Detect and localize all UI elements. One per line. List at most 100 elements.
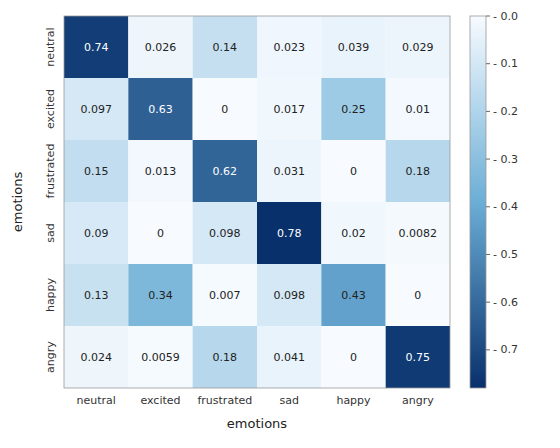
colorbar-tick	[486, 159, 490, 160]
cell-label: 0.041	[273, 351, 305, 364]
cell-label: 0	[157, 227, 164, 240]
cell-label: 0	[221, 103, 228, 116]
cell-label: 0.01	[406, 103, 431, 116]
colorbar	[470, 16, 486, 388]
heatmap-cell	[257, 140, 321, 202]
heatmap-cell	[321, 202, 385, 264]
cell-label: 0.039	[338, 41, 370, 54]
heatmap-cell	[128, 264, 192, 326]
heatmap-cell	[321, 140, 385, 202]
cell-label: 0.026	[145, 41, 177, 54]
heatmap-cell	[193, 264, 257, 326]
cell-label: 0.024	[80, 351, 112, 364]
colorbar-tick	[486, 302, 490, 303]
cell-label: 0.63	[148, 103, 173, 116]
y-tick-label: happy	[44, 277, 57, 312]
heatmap-cell	[64, 264, 128, 326]
heatmap-cell	[193, 140, 257, 202]
heatmap-cell	[321, 326, 385, 388]
cell-label: 0.017	[273, 103, 305, 116]
y-tick-label: frustrated	[44, 144, 57, 199]
heatmap-cell	[128, 140, 192, 202]
cell-label: 0	[350, 351, 357, 364]
cell-label: 0.097	[80, 103, 112, 116]
colorbar-tick-label: - 0.1	[493, 57, 518, 70]
cell-label: 0.13	[84, 289, 109, 302]
cell-labels: 0.74 0.026 0.14 0.023 0.039 0.029 0.097 0.63 0 0.…	[80, 41, 437, 364]
heatmap-cell	[64, 140, 128, 202]
heatmap-cell	[321, 16, 385, 78]
heatmap-cell	[193, 78, 257, 140]
cell-label: 0.02	[341, 227, 366, 240]
cell-label: 0.023	[273, 41, 305, 54]
cell-label: 0.25	[341, 103, 366, 116]
x-tick-label: neutral	[76, 394, 115, 407]
heatmap-cell	[386, 202, 450, 264]
colorbar-tick	[486, 254, 490, 255]
colorbar-tick-label: - 0.7	[493, 343, 518, 356]
chart: 0.74 0.026 0.14 0.023 0.039 0.029 0.097 0.63 0 0.…	[0, 0, 560, 448]
cell-label: 0.013	[145, 165, 177, 178]
heatmap-cell	[128, 78, 192, 140]
heatmap-cell	[386, 264, 450, 326]
cell-label: 0.007	[209, 289, 241, 302]
cell-label: 0.18	[213, 351, 238, 364]
colorbar-tick-label: - 0.6	[493, 296, 518, 309]
x-tick-label: sad	[279, 394, 298, 407]
heatmap-cell	[64, 78, 128, 140]
heatmap-cell	[257, 202, 321, 264]
heatmap-cell	[321, 264, 385, 326]
cell-label: 0.43	[341, 289, 366, 302]
cell-label: 0	[414, 289, 421, 302]
heatmap-cells	[64, 16, 450, 388]
y-tick-label: angry	[44, 341, 57, 373]
heatmap-cell	[257, 264, 321, 326]
cell-label: 0	[350, 165, 357, 178]
heatmap-cell	[193, 16, 257, 78]
heatmap-cell	[257, 16, 321, 78]
cell-label: 0.62	[213, 165, 238, 178]
heatmap-cell	[64, 326, 128, 388]
y-tick-label: neutral	[44, 27, 57, 66]
heatmap-cell	[64, 16, 128, 78]
heatmap-cell	[128, 202, 192, 264]
heatmap-cell	[128, 326, 192, 388]
cell-label: 0.78	[277, 227, 302, 240]
heatmap-cell	[386, 78, 450, 140]
heatmap-cell	[257, 326, 321, 388]
colorbar-tick-label: - 0.5	[493, 248, 518, 261]
cell-label: 0.34	[148, 289, 173, 302]
x-axis-label: emotions	[227, 416, 288, 431]
cell-label: 0.098	[209, 227, 241, 240]
heatmap-cell	[193, 326, 257, 388]
heatmap-cell	[386, 16, 450, 78]
colorbar-tick	[486, 111, 490, 112]
colorbar-tick	[486, 349, 490, 350]
cell-label: 0.18	[406, 165, 431, 178]
x-tick-label: happy	[336, 394, 371, 407]
cell-label: 0.15	[84, 165, 109, 178]
heatmap-cell	[257, 78, 321, 140]
cell-label: 0.0082	[399, 227, 438, 240]
colorbar-tick	[486, 206, 490, 207]
heatmap-cell	[386, 140, 450, 202]
cell-label: 0.14	[213, 41, 238, 54]
colorbar-tick	[486, 63, 490, 64]
colorbar-tick	[486, 16, 490, 17]
heatmap-cell	[128, 16, 192, 78]
heatmap-cell	[64, 202, 128, 264]
cell-label: 0.029	[402, 41, 434, 54]
colorbar-tick-label: - 0.2	[493, 105, 518, 118]
colorbar-tick-label: - 0.0	[493, 10, 518, 23]
cell-label: 0.74	[84, 41, 109, 54]
heatmap-cell	[321, 78, 385, 140]
y-axis-label: emotions	[10, 172, 25, 233]
heatmap-cell	[386, 326, 450, 388]
cell-label: 0.75	[406, 351, 431, 364]
cell-label: 0.031	[273, 165, 305, 178]
y-tick-label: sad	[44, 223, 57, 242]
colorbar-tick-label: - 0.4	[493, 200, 518, 213]
colorbar-tick-label: - 0.3	[493, 153, 518, 166]
y-tick-label: excited	[44, 89, 57, 129]
x-tick-label: angry	[402, 394, 434, 407]
